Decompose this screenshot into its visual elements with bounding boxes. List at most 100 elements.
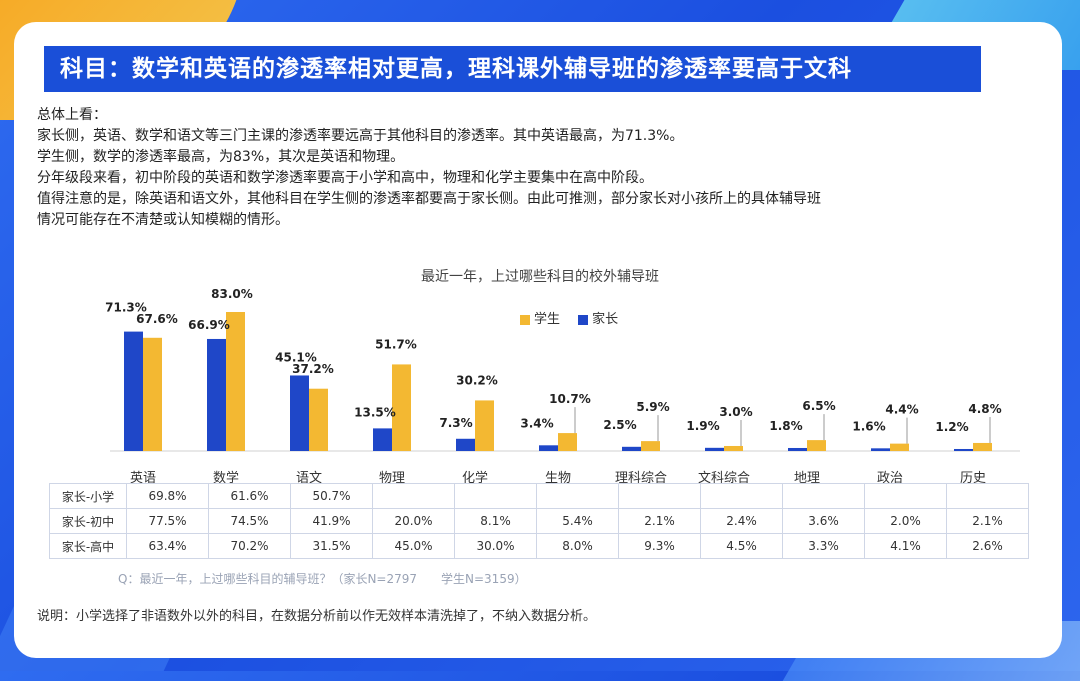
legend-swatch-parent	[578, 314, 589, 325]
bar-parent	[871, 448, 890, 451]
bar-parent	[705, 447, 724, 451]
title-accent-gap	[44, 46, 48, 92]
title-bar	[36, 46, 981, 92]
data-label-parent: 71.3%	[105, 301, 147, 315]
bar-parent	[788, 447, 807, 451]
table-cell	[864, 483, 947, 509]
chart-legend: 学生 家长	[520, 308, 632, 327]
bar-parent	[539, 445, 558, 451]
table-row-header: 家长-小学	[49, 483, 127, 509]
category-label: 历史	[960, 471, 986, 486]
data-label-student: 83.0%	[211, 287, 253, 301]
category-label: 英语	[130, 471, 156, 486]
table-cell: 77.5%	[126, 508, 209, 534]
data-label-student: 30.2%	[456, 373, 498, 387]
bar-parent	[622, 446, 641, 451]
bar-student	[724, 445, 743, 451]
breakdown-table: 家长-小学 69.8% 61.6% 50.7% 家长-初中 77.5% 74.5% 41.9%…	[49, 483, 1029, 559]
data-label-parent: 1.2%	[935, 420, 968, 434]
table-cell	[618, 483, 701, 509]
bar-student	[226, 312, 245, 451]
question-note: Q：最近一年，上过哪些科目的辅导班？（家长N=2797 学生N=3159）	[118, 572, 527, 586]
table-cell: 2.4%	[700, 508, 783, 534]
table-cell: 2.1%	[618, 508, 701, 534]
data-label-student: 67.6%	[136, 312, 178, 326]
bar-student	[890, 443, 909, 451]
data-label-student: 10.7%	[549, 392, 591, 406]
table-cell: 70.2%	[208, 533, 291, 559]
data-label-student: 5.9%	[636, 400, 669, 414]
table-cell: 31.5%	[290, 533, 373, 559]
category-label: 生物	[545, 471, 571, 486]
table-cell	[946, 483, 1029, 509]
data-label-parent: 1.9%	[686, 419, 719, 433]
data-label-parent: 7.3%	[439, 416, 472, 430]
data-label-parent: 2.5%	[603, 418, 636, 432]
page-title: 科目：数学和英语的渗透率相对更高，理科课外辅导班的渗透率要高于文科	[60, 56, 852, 82]
table-cell: 4.1%	[864, 533, 947, 559]
bar-student	[807, 440, 826, 451]
data-label-student: 4.4%	[885, 403, 918, 417]
table-cell: 2.0%	[864, 508, 947, 534]
table-cell	[700, 483, 783, 509]
summary-line: 总体上看：	[37, 107, 107, 123]
bar-parent	[373, 428, 392, 451]
table-cell: 63.4%	[126, 533, 209, 559]
table-row: 家长-高中 63.4% 70.2% 31.5% 45.0% 30.0% 8.0% 9.3% 4.…	[49, 533, 1029, 559]
legend-item-parent: 家长	[578, 308, 618, 327]
category-label: 政治	[877, 471, 903, 486]
bar-parent	[124, 331, 143, 451]
summary-line: 情况可能存在不清楚或认知模糊的情形。	[37, 212, 289, 228]
table-cell	[782, 483, 865, 509]
table-row: 家长-初中 77.5% 74.5% 41.9% 20.0% 8.1% 5.4% 2.1% 2.4…	[49, 508, 1029, 534]
legend-label-parent: 家长	[592, 312, 619, 327]
bottom-note: 说明：小学选择了非语数外以外的科目，在数据分析前以作无效样本清洗掉了，不纳入数据…	[37, 609, 597, 624]
data-label-parent: 3.4%	[520, 416, 553, 430]
summary-line: 家长侧，英语、数学和语文等三门主课的渗透率要远高于其他科目的渗透率。其中英语最高…	[37, 128, 684, 144]
bar-parent	[954, 448, 973, 451]
category-label: 物理	[379, 471, 405, 486]
table-cell: 30.0%	[454, 533, 537, 559]
table-cell: 5.4%	[536, 508, 619, 534]
data-label-parent: 13.5%	[354, 405, 396, 419]
table-cell	[372, 483, 455, 509]
category-label: 语文	[296, 471, 322, 486]
table-cell: 8.1%	[454, 508, 537, 534]
table-cell: 9.3%	[618, 533, 701, 559]
summary-line: 学生侧，数学的渗透率最高，为83%，其次是英语和物理。	[37, 149, 405, 165]
bar-parent	[207, 338, 226, 451]
data-label-parent: 66.9%	[188, 318, 230, 332]
data-label-student: 3.0%	[719, 405, 752, 419]
category-label: 数学	[213, 470, 239, 486]
legend-label-student: 学生	[534, 312, 561, 327]
legend-swatch-student	[520, 314, 530, 325]
category-label: 化学	[462, 470, 488, 486]
bar-student	[641, 441, 660, 451]
table-cell: 69.8%	[126, 483, 209, 509]
data-label-student: 4.8%	[968, 402, 1001, 416]
table-cell: 74.5%	[208, 508, 291, 534]
table-cell: 2.1%	[946, 508, 1029, 534]
table-row-header: 家长-初中	[49, 508, 127, 534]
table-cell: 41.9%	[290, 508, 373, 534]
summary-text: 总体上看： 家长侧，英语、数学和语文等三门主课的渗透率要远高于其他科目的渗透率。…	[37, 105, 1017, 231]
data-label-student: 37.2%	[292, 362, 334, 376]
chart-title: 最近一年，上过哪些科目的校外辅导班	[421, 269, 659, 285]
category-label: 文科综合	[698, 471, 750, 486]
data-label-parent: 1.8%	[769, 419, 802, 433]
table-cell	[536, 483, 619, 509]
table-cell: 8.0%	[536, 533, 619, 559]
summary-line: 分年级段来看，初中阶段的英语和数学渗透率要高于小学和高中，物理和化学主要集中在高…	[37, 170, 653, 186]
table-cell: 50.7%	[290, 483, 373, 509]
data-label-parent: 1.6%	[852, 419, 885, 433]
bar-student	[475, 400, 494, 451]
table-cell: 20.0%	[372, 508, 455, 534]
table-cell: 4.5%	[700, 533, 783, 559]
title-accent-stripe	[36, 46, 44, 92]
bar-student	[392, 364, 411, 451]
table-cell: 2.6%	[946, 533, 1029, 559]
category-label: 理科综合	[615, 471, 667, 486]
table-row: 家长-小学 69.8% 61.6% 50.7%	[49, 483, 1029, 509]
bar-parent	[456, 438, 475, 451]
